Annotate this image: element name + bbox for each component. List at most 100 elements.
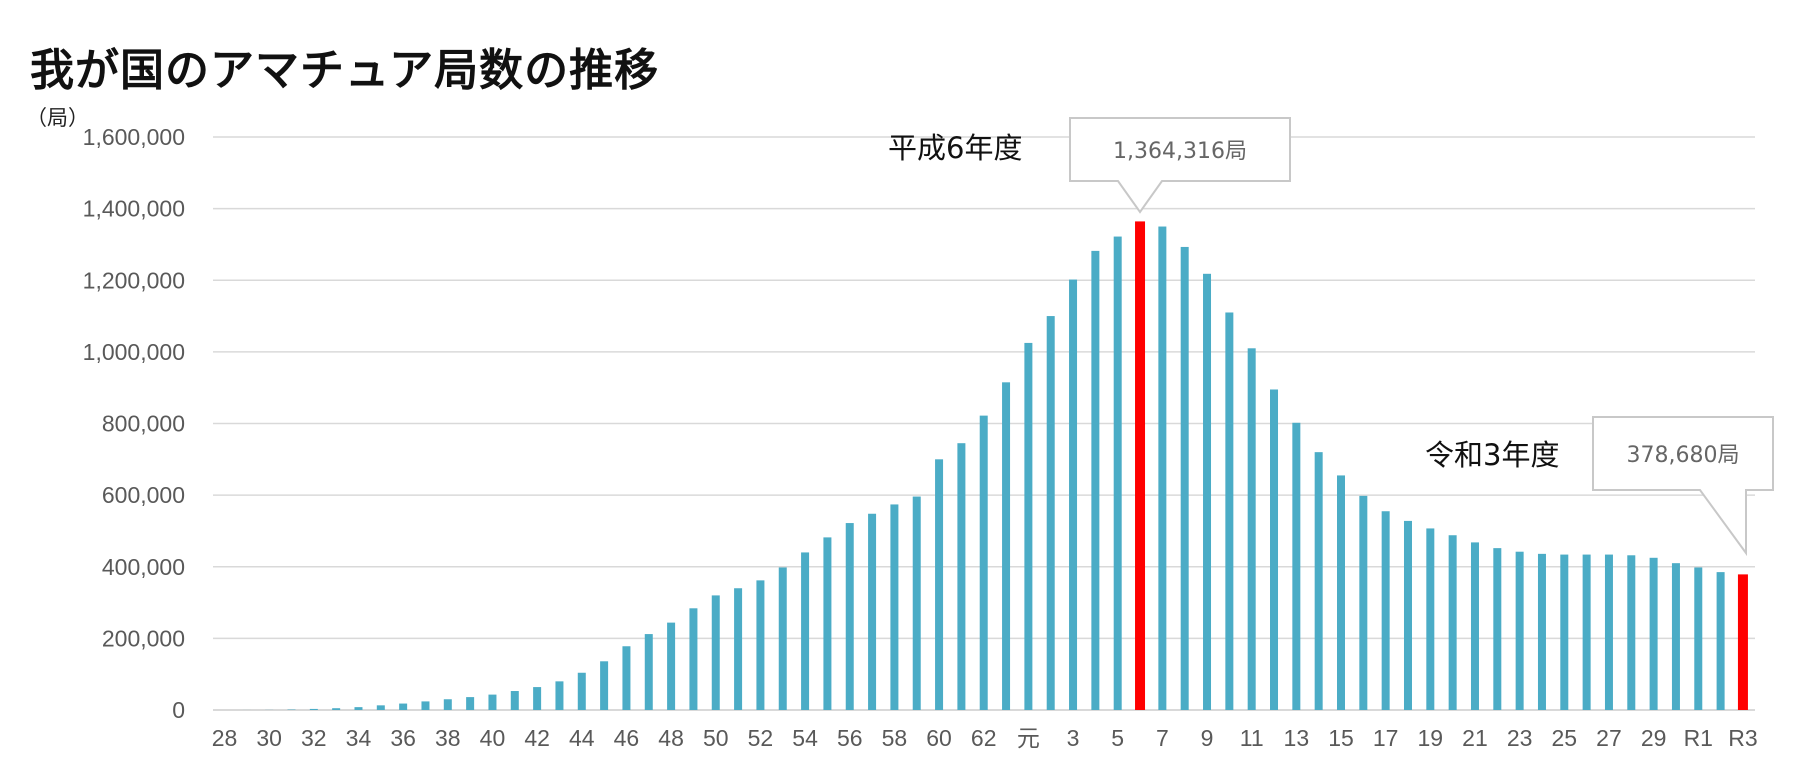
x-tick-label: 56: [837, 725, 863, 751]
bar: [1203, 273, 1212, 710]
x-tick-label: 元: [1017, 725, 1040, 751]
bar: [421, 701, 430, 710]
y-tick-label: 600,000: [102, 482, 185, 508]
bar: [309, 708, 318, 710]
x-tick-label: 40: [480, 725, 506, 751]
x-tick-label: 29: [1641, 725, 1667, 751]
y-tick-label: 400,000: [102, 554, 185, 580]
bar: [399, 703, 408, 710]
y-tick-label: 200,000: [102, 625, 185, 651]
bar: [466, 697, 475, 710]
bar-series: [242, 221, 1748, 711]
bar: [1247, 348, 1256, 710]
bar: [1046, 316, 1055, 710]
annotation-peak-label: 平成6年度: [888, 131, 1022, 165]
x-tick-label: 28: [212, 725, 238, 751]
bar: [1381, 511, 1390, 710]
bar: [1627, 555, 1636, 710]
bar: [1403, 520, 1412, 710]
x-tick-label: 5: [1111, 725, 1124, 751]
x-tick-label: 15: [1328, 725, 1354, 751]
bar: [1069, 279, 1078, 710]
bar: [689, 608, 698, 710]
bar: [555, 681, 564, 710]
x-tick-label: 27: [1596, 725, 1622, 751]
y-tick-label: 1,400,000: [83, 196, 185, 222]
bar: [1113, 236, 1122, 710]
y-tick-label: 1,000,000: [83, 339, 185, 365]
bar: [533, 687, 542, 710]
bar: [868, 513, 877, 710]
bar: [667, 622, 676, 710]
bar: [644, 634, 653, 710]
bar: [1560, 554, 1569, 710]
x-tick-label: 34: [346, 725, 372, 751]
y-tick-label: 1,200,000: [83, 267, 185, 293]
bar: [1337, 475, 1345, 710]
bar: [354, 707, 363, 710]
bar: [890, 504, 899, 710]
bar: [1515, 551, 1524, 710]
x-tick-label: 11: [1240, 725, 1264, 751]
bar: [845, 523, 854, 710]
x-tick-label: 13: [1284, 725, 1310, 751]
x-tick-label: 58: [882, 725, 908, 751]
x-tick-label: 25: [1552, 725, 1578, 751]
bar: [801, 552, 810, 710]
annotation-latest: 令和3年度 378,680局: [1425, 416, 1774, 557]
bar: [734, 588, 743, 710]
y-tick-label: 1,600,000: [83, 124, 185, 150]
x-tick-label: 54: [792, 725, 818, 751]
bar: [1180, 246, 1189, 710]
y-axis-tick-labels: 0 200,000 400,000 600,000 800,000 1,000,000 1,…: [83, 124, 185, 723]
x-tick-label: R3: [1728, 725, 1757, 751]
bar: [488, 694, 497, 710]
bar: [957, 443, 966, 710]
bar: [1225, 312, 1234, 710]
y-tick-label: 800,000: [102, 411, 185, 437]
x-tick-label: 60: [926, 725, 952, 751]
bar: [1091, 250, 1100, 711]
bar: [1716, 572, 1725, 710]
callout-box-latest: [1592, 416, 1774, 557]
bar: [510, 691, 519, 710]
x-tick-label: 42: [524, 725, 550, 751]
bar: [778, 567, 787, 710]
callout-box-peak: [1069, 117, 1291, 214]
bar: [443, 699, 452, 710]
bar: [711, 595, 720, 710]
bar: [1493, 548, 1502, 710]
x-axis-tick-labels: 28 30 32 34 36 38 40 42 44 46 48 50 52 54 56 58 60 62 元 3 5 7…: [212, 725, 1758, 751]
highlight-bar: [1135, 221, 1146, 710]
x-tick-label: 7: [1156, 725, 1169, 751]
bar: [1582, 554, 1591, 710]
bar: [1314, 452, 1323, 710]
x-tick-label: 36: [390, 725, 416, 751]
x-tick-label: 30: [256, 725, 282, 751]
bar: [1448, 535, 1457, 710]
bar: [1537, 553, 1546, 710]
bar: [935, 459, 944, 710]
bar: [577, 672, 586, 710]
annotation-peak: 平成6年度 1,364,316局: [888, 117, 1291, 214]
bar: [622, 646, 631, 710]
bar: [823, 537, 832, 710]
x-tick-label: 23: [1507, 725, 1533, 751]
bar: [1671, 563, 1680, 710]
x-tick-label: 17: [1373, 725, 1399, 751]
x-tick-label: 50: [703, 725, 729, 751]
bar: [1024, 342, 1033, 710]
annotation-latest-label: 令和3年度: [1425, 438, 1559, 472]
callout-value-peak: 1,364,316局: [1113, 139, 1247, 164]
bar: [1270, 389, 1279, 710]
x-tick-label: 32: [301, 725, 327, 751]
bar: [1694, 567, 1703, 710]
x-tick-label: 38: [435, 725, 461, 751]
bar: [1158, 226, 1167, 710]
x-tick-label: 62: [971, 725, 997, 751]
bar: [332, 708, 341, 710]
y-tick-label: 0: [172, 697, 185, 723]
highlight-bar: [1737, 574, 1748, 710]
x-tick-label: 19: [1418, 725, 1444, 751]
